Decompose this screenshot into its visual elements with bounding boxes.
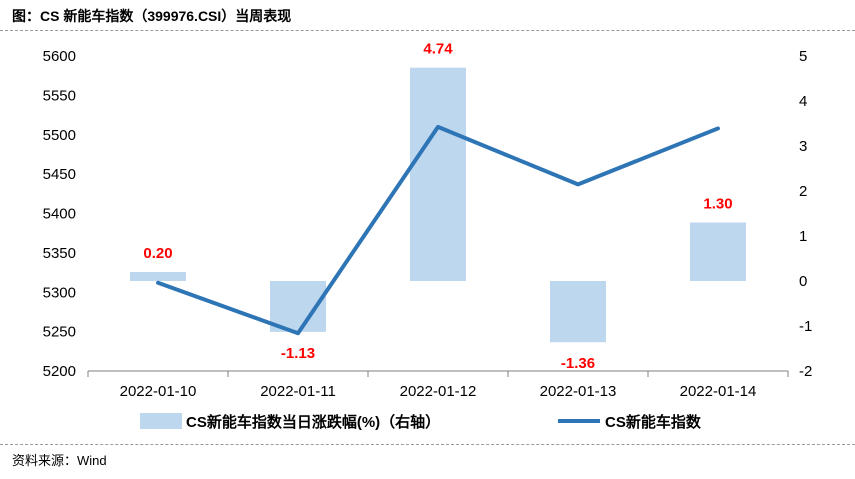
left-axis-ticks: 5200 5250 5300 5350 5400 5450 5500 5550 5600 [43,48,76,380]
x-axis-labels: 2022-01-10 2022-01-11 2022-01-12 2022-01-13… [120,383,757,400]
right-tick-label: 5 [799,48,807,65]
left-tick-label: 5350 [43,245,76,262]
bar [410,67,466,281]
bar-data-labels: 0.20 -1.13 4.74 -1.36 1.30 [143,41,732,373]
left-tick-label: 5550 [43,87,76,104]
right-tick-label: 2 [799,183,807,200]
legend-bar-swatch [140,413,182,429]
x-axis-tick-marks [87,371,789,377]
x-tick-label: 2022-01-11 [260,383,336,400]
bar-data-label: 4.74 [423,41,453,58]
left-tick-label: 5450 [43,166,76,183]
right-axis-ticks: -2 -1 0 1 2 3 4 5 [799,48,812,380]
legend: CS新能车指数当日涨跌幅(%)（右轴） CS新能车指数 [140,413,702,431]
top-divider [0,30,855,31]
source-note: 资料来源：Wind [12,453,107,468]
left-tick-label: 5600 [43,48,76,65]
x-tick-label: 2022-01-12 [400,383,477,400]
right-tick-label: 3 [799,138,807,155]
right-tick-label: -2 [799,363,812,380]
left-tick-label: 5400 [43,206,76,223]
left-tick-label: 5200 [43,363,76,380]
bar [550,281,606,343]
bar [130,272,186,281]
x-tick-label: 2022-01-10 [120,383,197,400]
left-tick-label: 5300 [43,284,76,301]
legend-line-label: CS新能车指数 [605,413,702,431]
bar [690,222,746,281]
left-tick-label: 5250 [43,324,76,341]
bar-data-label: 0.20 [143,245,172,262]
right-tick-label: -1 [799,318,812,335]
right-tick-label: 1 [799,228,807,245]
chart-title: 图：CS 新能车指数（399976.CSI）当周表现 [12,8,292,24]
right-tick-label: 4 [799,93,807,110]
bar-series [130,67,746,343]
x-tick-label: 2022-01-13 [540,383,617,400]
bar-data-label: -1.13 [281,345,315,362]
line-series [156,124,720,336]
left-tick-label: 5500 [43,127,76,144]
right-tick-label: 0 [799,273,807,290]
legend-bar-label: CS新能车指数当日涨跌幅(%)（右轴） [186,413,440,431]
bottom-divider [0,444,855,445]
bar-data-label: -1.36 [561,355,595,372]
bar-data-label: 1.30 [703,196,732,213]
x-tick-label: 2022-01-14 [680,383,757,400]
